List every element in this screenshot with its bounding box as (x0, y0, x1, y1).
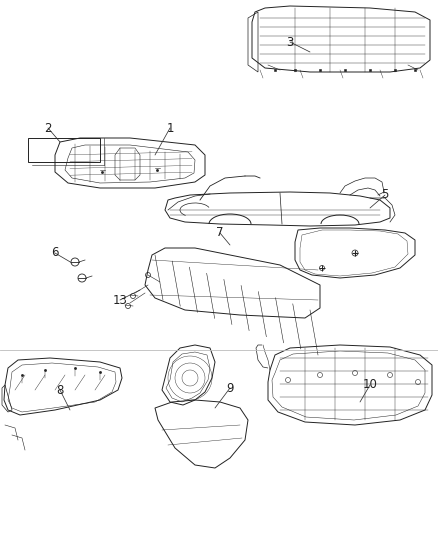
Text: 9: 9 (226, 382, 234, 394)
Text: 7: 7 (216, 227, 224, 239)
Text: 2: 2 (44, 122, 52, 134)
Text: 8: 8 (57, 384, 64, 397)
Text: 3: 3 (286, 36, 294, 49)
Text: 5: 5 (381, 189, 389, 201)
Text: 10: 10 (363, 378, 378, 392)
Text: 6: 6 (51, 246, 59, 260)
Text: 13: 13 (113, 294, 127, 306)
Text: 1: 1 (166, 122, 174, 134)
